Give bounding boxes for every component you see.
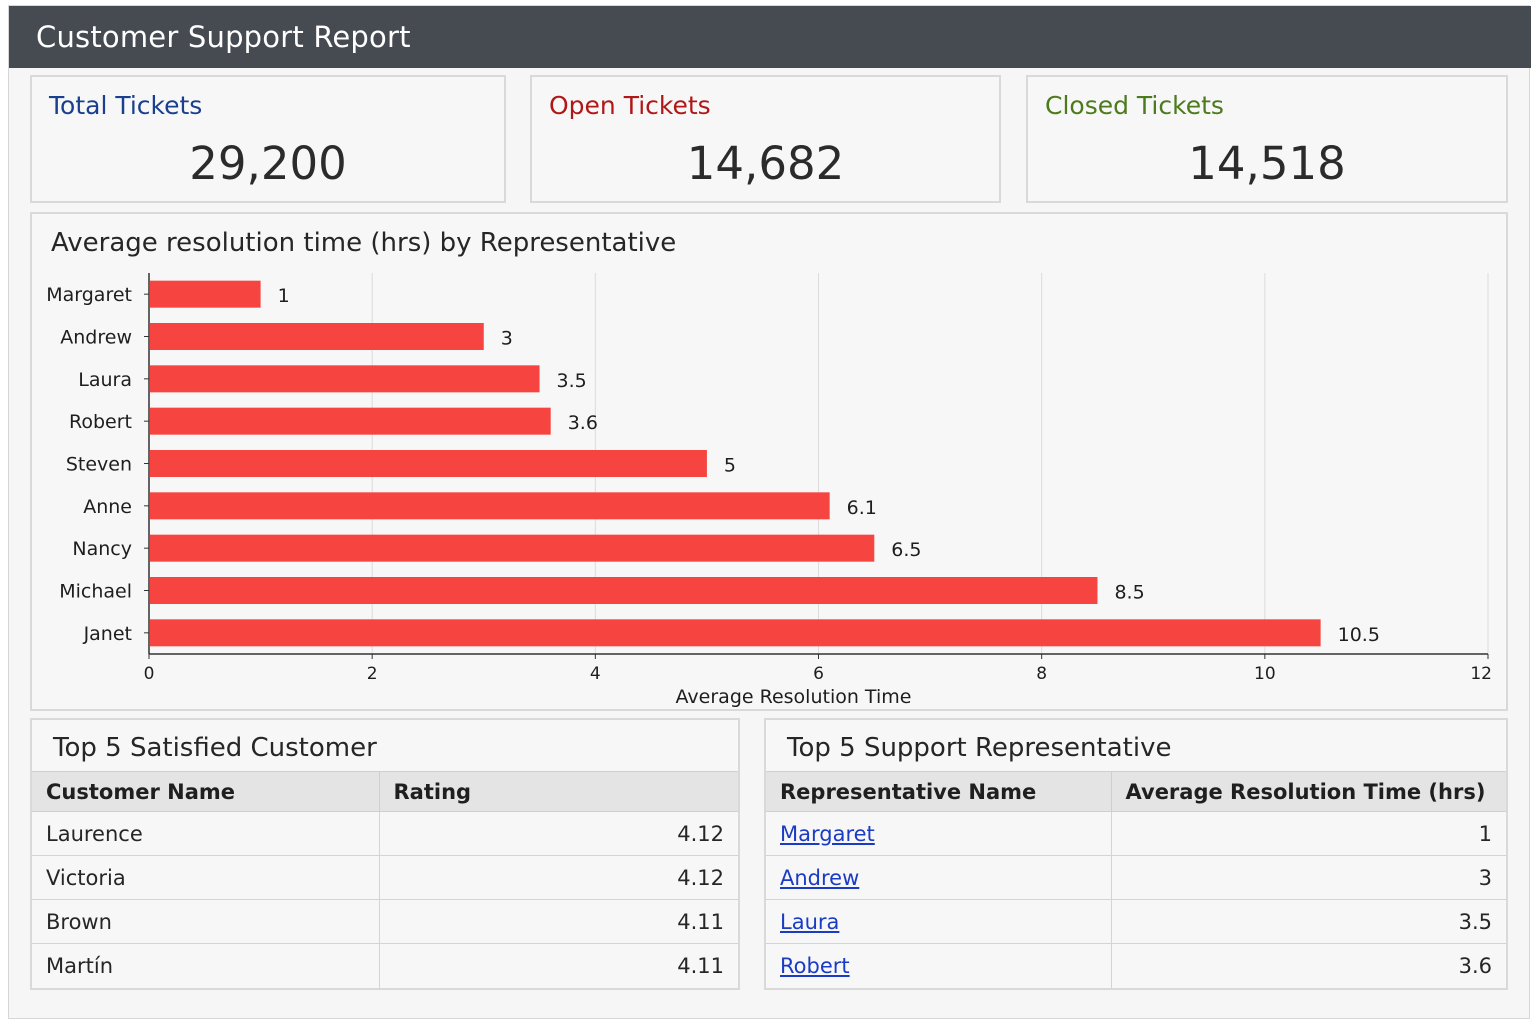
resolution-time-cell: 3.6 (1110, 943, 1506, 988)
table-row: Martín 4.11 (32, 943, 738, 988)
chart-title: Average resolution time (hrs) by Represe… (51, 228, 677, 258)
bar (150, 280, 261, 308)
bar-data-label: 6.1 (847, 497, 877, 519)
representative-name-cell: Margaret (766, 811, 1111, 856)
report-page: Customer Support Report Total Tickets 29… (8, 5, 1531, 1019)
x-axis-label: Average Resolution Time (676, 686, 912, 708)
bar-data-label: 3 (501, 328, 513, 350)
bar (150, 365, 540, 393)
closed-tickets-label: Closed Tickets (1045, 91, 1224, 120)
reps-table-title: Top 5 Support Representative (787, 733, 1172, 763)
header-bar: Customer Support Report (9, 6, 1531, 68)
rating-cell: 4.12 (378, 811, 738, 856)
customers-table: Customer Name Rating Laurence 4.12 Victo… (32, 771, 738, 988)
support-reps-card: Top 5 Support Representative Representat… (764, 718, 1508, 990)
x-tick-label: 8 (1036, 664, 1047, 684)
customer-name-cell: Brown (32, 899, 379, 944)
representative-name-cell: Andrew (766, 855, 1111, 900)
resolution-time-cell: 3 (1110, 855, 1506, 900)
page-title: Customer Support Report (36, 20, 411, 54)
resolution-time-cell: 1 (1110, 811, 1506, 856)
bar-data-label: 1 (278, 285, 290, 307)
y-tick-label: Margaret (46, 284, 132, 306)
table-row: Laura 3.5 (766, 899, 1506, 944)
representative-link[interactable]: Laura (780, 909, 840, 934)
closed-tickets-card: Closed Tickets 14,518 (1026, 75, 1508, 203)
table-header-row: Customer Name Rating (32, 771, 738, 812)
bar-data-label: 5 (724, 455, 736, 477)
bar (150, 619, 1321, 647)
representative-link[interactable]: Margaret (780, 821, 875, 846)
x-tick-label: 2 (367, 664, 378, 684)
bar-data-label: 10.5 (1338, 624, 1380, 646)
table-row: Brown 4.11 (32, 899, 738, 944)
total-tickets-label: Total Tickets (49, 91, 203, 120)
table-row: Robert 3.6 (766, 943, 1506, 988)
y-tick-label: Janet (83, 623, 132, 645)
total-tickets-card: Total Tickets 29,200 (30, 75, 506, 203)
reps-table: Representative Name Average Resolution T… (766, 771, 1506, 988)
customer-name-cell: Laurence (32, 811, 379, 856)
bar (150, 407, 551, 435)
open-tickets-value: 14,682 (686, 137, 845, 190)
bar (150, 492, 830, 520)
rating-cell: 4.11 (378, 943, 738, 988)
bar (150, 450, 707, 477)
y-tick-label: Anne (83, 496, 132, 518)
x-tick-label: 0 (144, 664, 155, 684)
column-header-customer-name[interactable]: Customer Name (32, 771, 379, 812)
y-tick-label: Laura (78, 369, 132, 391)
bar-data-label: 6.5 (891, 539, 921, 561)
bar (150, 534, 875, 562)
closed-tickets-value: 14,518 (1188, 137, 1346, 190)
column-header-rating[interactable]: Rating (378, 771, 738, 812)
y-tick-label: Steven (66, 454, 132, 476)
y-tick-label: Robert (69, 411, 132, 433)
y-tick-label: Nancy (72, 538, 132, 560)
bar-data-label: 8.5 (1114, 582, 1144, 604)
x-tick-label: 6 (813, 664, 824, 684)
x-tick-label: 4 (590, 664, 601, 684)
representative-link[interactable]: Robert (780, 953, 850, 978)
customers-table-title: Top 5 Satisfied Customer (53, 733, 377, 763)
column-header-avg-resolution[interactable]: Average Resolution Time (hrs) (1110, 771, 1506, 812)
resolution-bar-chart: 0 2 4 6 8 10 12 Average Resolution Time Margaret… (46, 273, 1492, 708)
open-tickets-label: Open Tickets (549, 91, 711, 120)
resolution-time-cell: 3.5 (1110, 899, 1506, 944)
y-tick-label: Andrew (60, 327, 132, 349)
bar-data-label: 3.5 (557, 370, 587, 392)
representative-name-cell: Laura (766, 899, 1111, 944)
bar (150, 577, 1098, 604)
bar-data-label: 3.6 (568, 412, 598, 434)
rating-cell: 4.12 (378, 855, 738, 900)
customer-name-cell: Victoria (32, 855, 379, 900)
column-header-representative-name[interactable]: Representative Name (766, 771, 1111, 812)
table-header-row: Representative Name Average Resolution T… (766, 771, 1506, 812)
table-row: Victoria 4.12 (32, 855, 738, 900)
table-row: Laurence 4.12 (32, 811, 738, 856)
x-tick-label: 12 (1470, 664, 1492, 684)
y-tick-label: Michael (59, 581, 132, 603)
bar (150, 323, 484, 350)
table-row: Andrew 3 (766, 855, 1506, 900)
satisfied-customers-card: Top 5 Satisfied Customer Customer Name R… (30, 718, 740, 990)
open-tickets-card: Open Tickets 14,682 (530, 75, 1001, 203)
rating-cell: 4.11 (378, 899, 738, 944)
resolution-chart-card: 0 2 4 6 8 10 12 Average Resolution Time Margaret… (30, 212, 1508, 711)
table-row: Margaret 1 (766, 811, 1506, 856)
representative-link[interactable]: Andrew (780, 865, 860, 890)
x-tick-label: 10 (1254, 664, 1276, 684)
representative-name-cell: Robert (766, 943, 1111, 988)
total-tickets-value: 29,200 (189, 137, 347, 190)
customer-name-cell: Martín (32, 943, 379, 988)
